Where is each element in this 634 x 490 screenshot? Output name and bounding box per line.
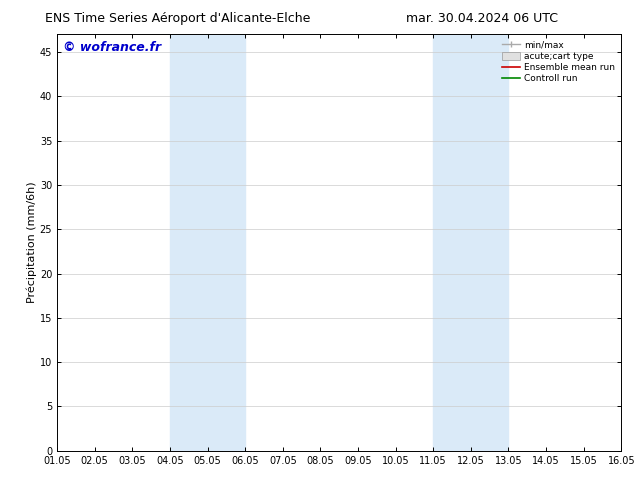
Y-axis label: Précipitation (mm/6h): Précipitation (mm/6h) bbox=[27, 182, 37, 303]
Text: © wofrance.fr: © wofrance.fr bbox=[63, 41, 161, 53]
Legend: min/max, acute;cart type, Ensemble mean run, Controll run: min/max, acute;cart type, Ensemble mean … bbox=[500, 39, 617, 85]
Bar bbox=[170, 34, 207, 451]
Text: mar. 30.04.2024 06 UTC: mar. 30.04.2024 06 UTC bbox=[406, 12, 558, 25]
Bar bbox=[207, 34, 245, 451]
Bar bbox=[433, 34, 471, 451]
Bar bbox=[471, 34, 508, 451]
Text: ENS Time Series Aéroport d'Alicante-Elche: ENS Time Series Aéroport d'Alicante-Elch… bbox=[45, 12, 310, 25]
